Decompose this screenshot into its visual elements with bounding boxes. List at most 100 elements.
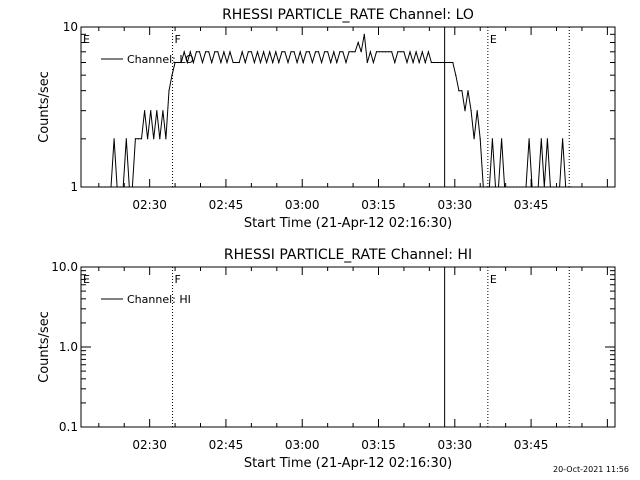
data-point [443,61,445,64]
data-point [543,186,545,188]
data-point [287,61,289,64]
data-point [302,61,304,64]
data-point [208,51,210,53]
data-point [159,138,161,140]
event-marker-label: E [83,273,90,286]
data-point [406,61,408,64]
data-point [253,61,255,64]
data-point [162,110,164,112]
x-tick-label: 02:30 [132,198,167,212]
y-tick-label: 10 [63,20,78,34]
data-point [232,61,234,64]
data-point [488,186,490,188]
data-point [555,186,558,188]
x-tick-label: 02:45 [209,198,244,212]
data-point [125,138,127,140]
data-point [147,138,149,140]
event-marker-label: E [83,33,90,46]
event-marker-label: F [175,273,181,286]
data-point [385,51,387,53]
data-point [522,186,524,188]
data-point [296,61,298,64]
data-point [436,61,439,64]
data-point [186,61,188,64]
data-point [101,186,103,188]
data-point [424,61,426,64]
data-point [266,61,268,64]
data-point [415,51,417,53]
data-point [259,61,262,64]
data-point [467,90,469,92]
data-point [485,186,487,188]
data-point [531,186,533,188]
y-axis-label: Counts/sec [37,71,52,143]
data-point [552,186,555,188]
data-point [284,51,286,53]
data-point [397,51,399,53]
data-point [372,61,374,64]
data-point [180,61,182,64]
chart-title: RHESSI PARTICLE_RATE Channel: LO [222,7,474,23]
x-tick-label: 03:00 [285,438,320,452]
data-point [311,61,313,64]
data-point [412,61,414,64]
data-point [369,51,371,53]
data-point [205,51,207,53]
data-point [497,186,500,188]
data-point [333,51,335,53]
data-point [217,51,219,53]
data-point [235,61,237,64]
data-point [321,61,323,64]
data-point [559,186,561,188]
data-point [568,186,570,188]
data-point [171,74,173,76]
data-point [571,186,573,188]
data-point [250,51,252,53]
data-point [198,51,201,53]
event-marker-label: E [490,33,497,46]
data-point [409,51,411,53]
data-point [354,51,356,53]
x-axis-label: Start Time (21-Apr-12 02:16:30) [244,456,452,471]
data-point [394,61,396,64]
data-point [144,110,146,112]
data-point [104,186,106,188]
data-point [150,110,152,112]
data-point [565,186,567,188]
data-point [299,51,301,53]
data-point [156,110,158,112]
x-tick-label: 03:15 [361,438,396,452]
plot-frame [80,26,616,188]
data-point [479,138,481,140]
data-point [519,186,521,188]
data-point [134,138,136,140]
data-point [153,138,155,140]
data-point [317,51,320,53]
data-point [473,138,475,140]
data-point [345,61,347,64]
x-tick-label: 03:45 [514,438,549,452]
data-point [537,186,539,188]
y-tick-label: 0.1 [59,420,78,434]
data-point [357,41,359,44]
data-point [449,61,451,64]
data-point [293,51,295,53]
data-point [119,186,121,188]
data-point [281,51,283,53]
data-point [562,138,564,140]
data-point [534,186,536,188]
data-point [107,186,109,188]
y-tick-label: 10.0 [51,260,78,274]
data-point [278,61,280,64]
data-point [540,138,542,140]
data-point [452,61,454,64]
data-point [476,110,478,112]
data-point [351,51,353,53]
data-point [446,61,448,64]
data-point [516,186,518,188]
data-point [507,186,509,188]
data-point [223,51,225,53]
data-point [455,74,457,76]
data-point [403,51,405,53]
data-point [458,90,460,92]
